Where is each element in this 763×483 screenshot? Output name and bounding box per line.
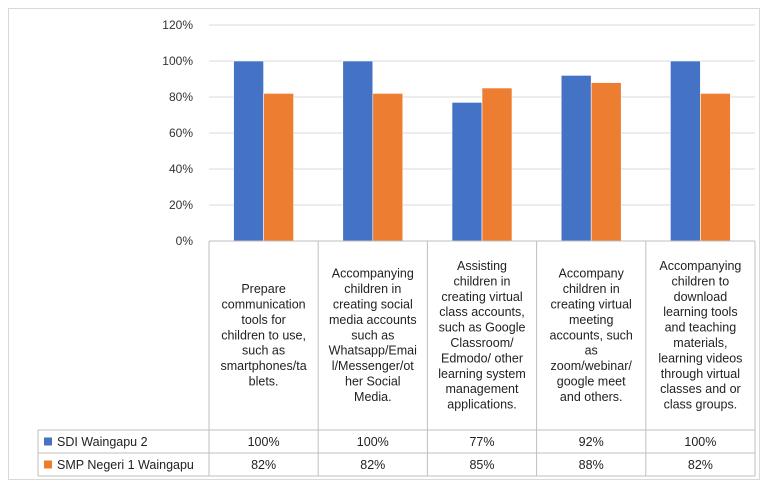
category-label-line: learning videos	[658, 351, 742, 365]
category-label-line: classes and or	[660, 382, 741, 396]
bar	[560, 75, 592, 242]
bar	[700, 93, 731, 242]
bar	[372, 93, 404, 242]
y-tick-label: 120%	[162, 18, 193, 32]
category-label-line: Accompanying	[659, 259, 741, 273]
data-cell: 85%	[469, 458, 494, 472]
category-label-line: such as Google	[439, 321, 526, 335]
category-label-line: Whatsapp/Emai	[329, 344, 417, 358]
category-label: Accompanying children to download learning …	[658, 259, 742, 412]
bar	[451, 102, 483, 242]
bar	[263, 93, 294, 242]
bar	[233, 60, 264, 242]
category-label-line: l/Messenger/ot	[332, 359, 415, 373]
category-label-line: as	[585, 344, 598, 358]
data-cell: 88%	[579, 458, 604, 472]
y-axis-ticks: 0% 20% 40% 60% 80% 100% 120%	[162, 18, 193, 248]
legend-key	[44, 460, 52, 469]
category-label-line: creating virtual	[441, 290, 522, 304]
category-label-line: Prepare	[241, 282, 286, 296]
category-label-line: such as	[242, 344, 285, 358]
category-label-line: creating social	[333, 298, 413, 312]
category-label: Accompany children in creating virtual meet…	[550, 267, 633, 404]
category-label-line: creating virtual	[551, 298, 632, 312]
bars	[233, 60, 731, 242]
category-label-line: management	[446, 382, 519, 396]
data-cell: 82%	[360, 458, 385, 472]
category-label-line: through virtual	[661, 367, 740, 381]
category-label-line: Accompanying	[332, 267, 414, 281]
category-label-line: zoom/webinar/	[551, 359, 633, 373]
category-label: Prepare communication tools for children to…	[221, 282, 307, 388]
category-label-line: applications.	[447, 398, 517, 412]
y-tick-label: 60%	[169, 126, 193, 140]
category-label-line: children in	[344, 282, 401, 296]
bar	[481, 87, 513, 242]
y-tick-label: 0%	[176, 234, 194, 248]
bar	[670, 60, 701, 242]
category-label-line: class groups.	[664, 398, 738, 412]
category-label-line: children in	[563, 282, 620, 296]
gridlines	[209, 24, 755, 206]
category-label-line: meeting	[569, 313, 614, 327]
category-label-line: children to	[672, 274, 730, 288]
category-label-line: accounts, such	[550, 328, 633, 342]
category-label-line: Classroom/	[450, 336, 514, 350]
category-label-line: materials,	[673, 336, 727, 350]
y-tick-label: 40%	[169, 162, 193, 176]
category-label-line: Accompany	[559, 267, 625, 281]
series-name: SMP Negeri 1 Waingapu	[57, 458, 194, 472]
chart-frame	[8, 8, 760, 480]
data-cell: 92%	[579, 435, 604, 449]
category-label-line: media accounts	[329, 313, 417, 327]
category-label-line: Media.	[354, 390, 392, 404]
data-table: Prepare communication tools for children to…	[37, 240, 756, 477]
category-label-line: smartphones/ta	[221, 359, 307, 373]
bar	[342, 60, 374, 242]
category-label-line: Edmodo/ other	[441, 351, 523, 365]
category-label-line: such as	[351, 328, 394, 342]
category-label-line: class accounts,	[439, 305, 524, 319]
series-name: SDI Waingapu 2	[57, 435, 148, 449]
category-label-line: and others.	[560, 390, 623, 404]
category-label-line: download	[674, 290, 728, 304]
data-cell: 100%	[248, 435, 280, 449]
category-label: Accompanying children in creating social me…	[329, 267, 417, 404]
category-label-line: tools for	[241, 313, 285, 327]
data-cell: 82%	[688, 458, 713, 472]
category-label-line: blets.	[249, 375, 279, 389]
data-cell: 100%	[357, 435, 389, 449]
legend-key	[44, 437, 52, 446]
category-label-line: google meet	[557, 375, 626, 389]
data-cell: 82%	[251, 458, 276, 472]
category-label-line: communication	[222, 298, 306, 312]
category-label-line: Assisting	[457, 259, 507, 273]
data-cell: 100%	[684, 435, 716, 449]
y-tick-label: 20%	[169, 198, 193, 212]
category-label-line: children in	[454, 274, 511, 288]
category-label-line: learning tools	[663, 305, 737, 319]
category-label-line: learning system	[438, 367, 526, 381]
category-label-line: children to use,	[221, 328, 306, 342]
data-cell: 77%	[469, 435, 494, 449]
category-label-line: her Social	[345, 375, 401, 389]
bar	[590, 82, 622, 242]
category-label: Assisting children in creating virtual clas…	[438, 259, 526, 412]
category-label-line: and teaching	[665, 321, 737, 335]
y-tick-label: 100%	[162, 54, 193, 68]
y-tick-label: 80%	[169, 90, 193, 104]
